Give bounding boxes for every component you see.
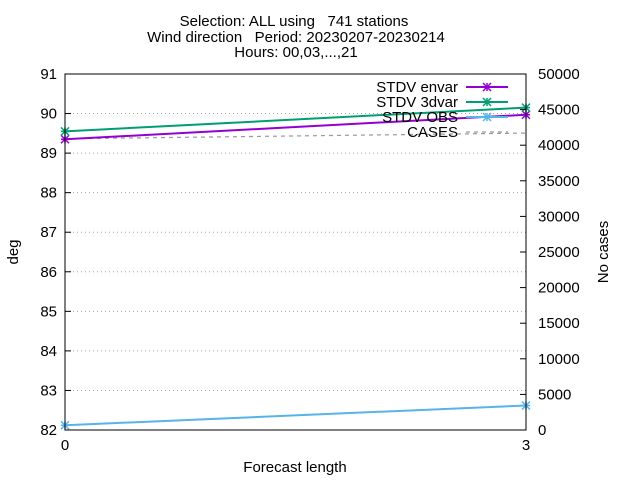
legend-marker-stdv-envar: [482, 82, 492, 92]
series-line-stdv-obs: [64, 404, 527, 427]
legend-marker-stdv-envar-stroke-d2: [482, 82, 492, 92]
series-line-stdv-3dvar: [64, 106, 527, 133]
y-tick-label-5: 87: [40, 224, 57, 241]
chart-title-line-2: Wind direction Period: 20230207-20230214: [147, 29, 445, 46]
y-tick-label-1: 83: [40, 382, 57, 399]
y2-axis-label: No cases: [595, 221, 612, 284]
y-tick-label-3: 85: [40, 303, 57, 320]
legend-label-stdv-3dvar: STDV 3dvar: [376, 94, 458, 111]
y2-tick-label-1: 5000: [538, 386, 571, 403]
y-tick-label-7: 89: [40, 145, 57, 162]
grid-lines: [65, 113, 526, 391]
legend-label-stdv-envar: STDV envar: [376, 79, 458, 96]
y2-tick-label-3: 15000: [538, 315, 580, 332]
y2-tick-label-7: 35000: [538, 173, 580, 190]
x-tick-label-0: 0: [61, 437, 69, 454]
chart-title-line-1: Selection: ALL using 741 stations: [180, 13, 409, 30]
y-tick-label-8: 90: [40, 106, 57, 123]
chart-title-line-3: Hours: 00,03,...,21: [234, 44, 357, 61]
x-axis-label: Forecast length: [243, 459, 346, 476]
legend-marker-stdv-obs: [482, 112, 492, 122]
legend-marker-stdv-3dvar-stroke-d2: [482, 97, 492, 107]
y2-tick-label-5: 25000: [538, 244, 580, 261]
series-layer: [60, 103, 531, 430]
x-tick-label-1: 3: [522, 437, 530, 454]
series-line-cases: [64, 132, 527, 140]
y2-tick-label-8: 40000: [538, 137, 580, 154]
legend-marker-stdv-3dvar: [482, 97, 492, 107]
y2-tick-label-10: 50000: [538, 66, 580, 83]
y-axis-ticks: 82 83 84 85 86 87 88 89 90 91: [40, 66, 71, 439]
y-tick-label-4: 86: [40, 264, 57, 281]
y-tick-label-9: 91: [40, 66, 57, 83]
y-tick-label-2: 84: [40, 343, 57, 360]
y2-tick-label-4: 20000: [538, 280, 580, 297]
y2-tick-label-2: 10000: [538, 351, 580, 368]
y2-tick-label-6: 30000: [538, 208, 580, 225]
y2-axis-ticks: 0 5000 10000 15000 20000 25000 30000 35000 40000…: [520, 66, 580, 439]
legend-marker-stdv-obs-stroke-d2: [482, 112, 492, 122]
y-tick-label-0: 82: [40, 422, 57, 439]
y2-tick-label-0: 0: [538, 422, 546, 439]
legend-label-cases: CASES: [407, 124, 458, 141]
legend-label-stdv-obs: STDV OBS: [382, 109, 458, 126]
y-tick-label-6: 88: [40, 185, 57, 202]
y2-tick-label-9: 45000: [538, 102, 580, 119]
y-axis-label: deg: [5, 239, 22, 264]
series-line-stdv-envar: [64, 113, 527, 141]
